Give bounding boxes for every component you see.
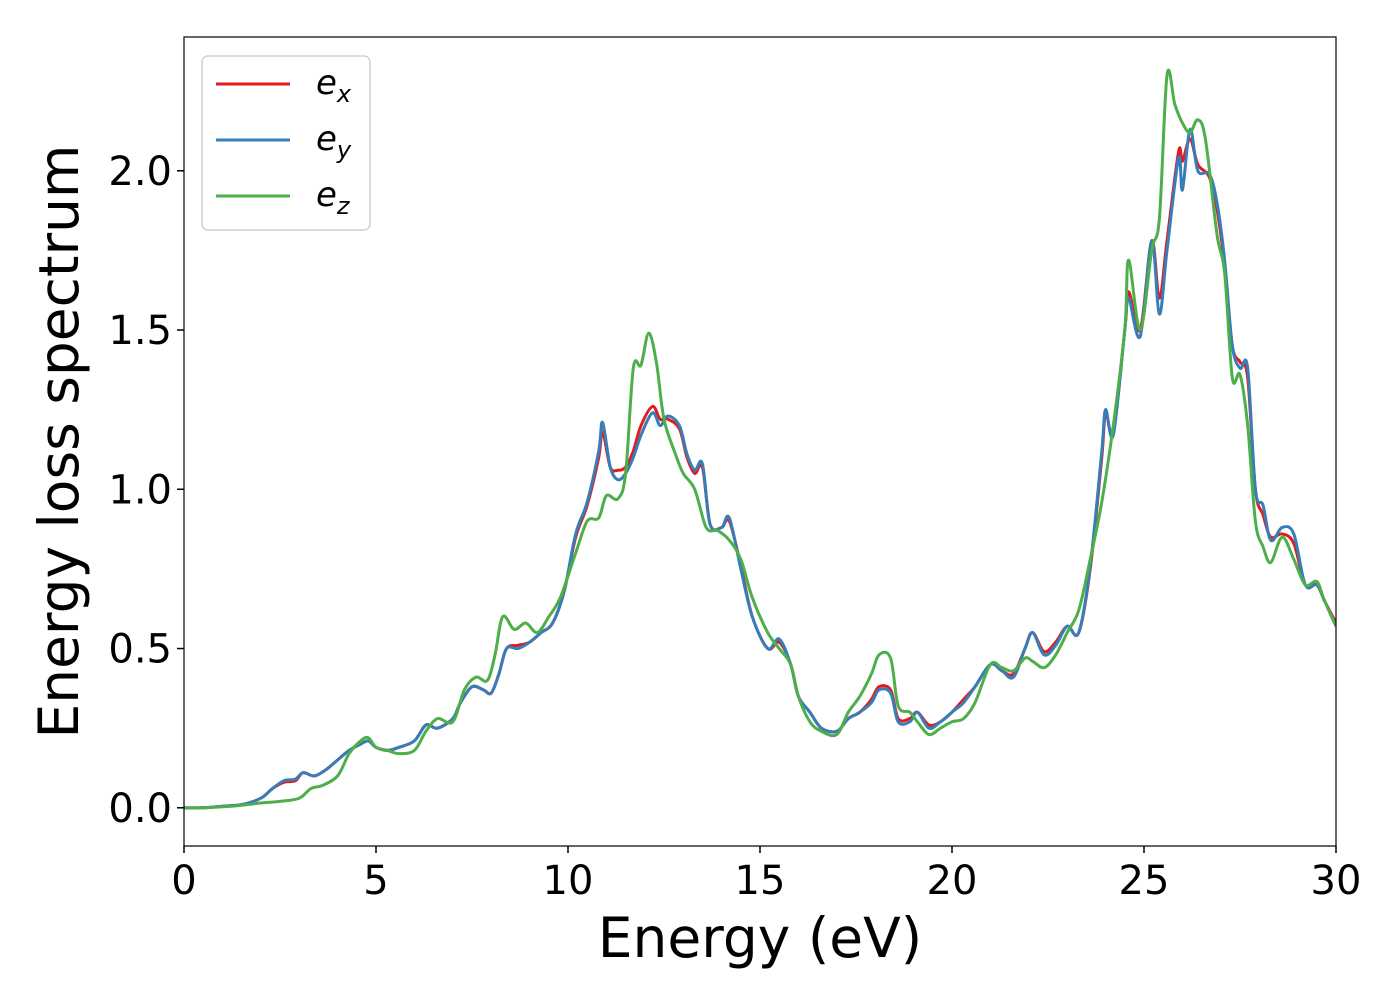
legend-label-ey: ey <box>316 119 352 164</box>
x-tick-label: 0 <box>171 858 196 904</box>
x-tick-label: 15 <box>735 858 786 904</box>
x-axis-label: Energy (eV) <box>598 906 922 970</box>
x-tick-label: 25 <box>1119 858 1170 904</box>
y-tick-label: 2.0 <box>108 149 172 195</box>
series-line-ey <box>184 127 1336 810</box>
x-tick-label: 20 <box>927 858 978 904</box>
y-tick-label: 0.5 <box>108 627 172 673</box>
series-line-ex <box>184 137 1336 810</box>
y-tick-label: 0.0 <box>108 786 172 832</box>
legend-box <box>201 55 371 231</box>
y-tick-label: 1.0 <box>108 467 172 513</box>
x-tick-label: 10 <box>543 858 594 904</box>
legend-label-ez: ez <box>316 175 351 220</box>
x-tick-label: 5 <box>363 858 388 904</box>
x-axis: 0 5 10 15 20 25 30 <box>171 846 1361 904</box>
legend-label-ex: ex <box>316 63 352 108</box>
y-axis-label: Energy loss spectrum <box>27 144 91 738</box>
series-line-ez <box>184 68 1336 810</box>
y-axis: 0.0 0.5 1.0 1.5 2.0 <box>108 149 184 832</box>
legend: ex ey ez <box>201 55 371 231</box>
x-tick-label: 30 <box>1311 858 1362 904</box>
y-tick-label: 1.5 <box>108 308 172 354</box>
